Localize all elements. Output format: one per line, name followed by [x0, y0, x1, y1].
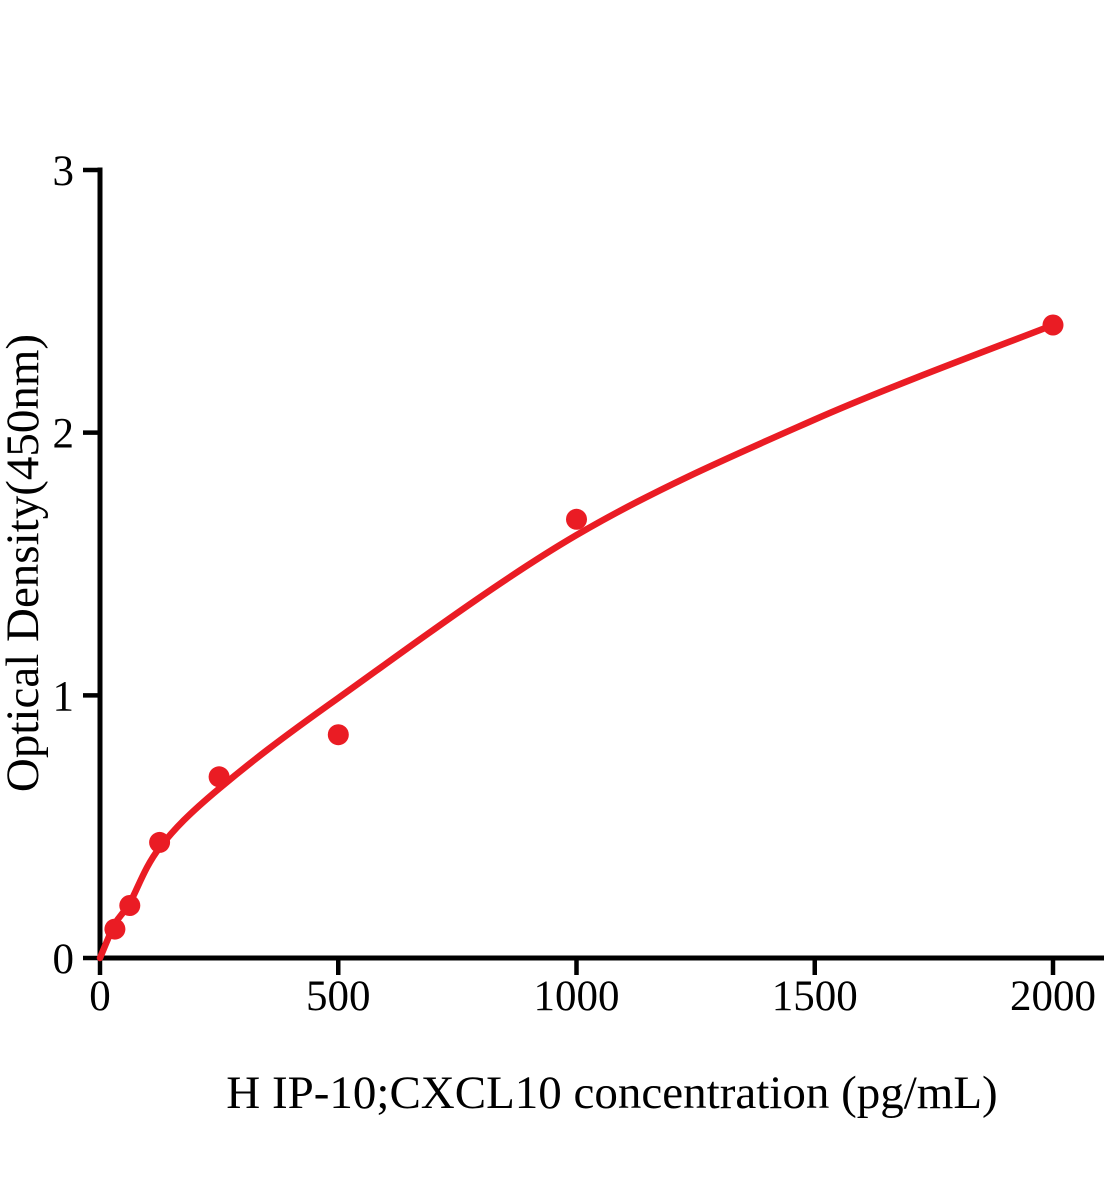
x-tick-label: 500 [306, 973, 371, 1020]
data-points-group [104, 314, 1064, 940]
x-axis-ticks: 0 500 1000 1500 2000 [89, 958, 1096, 1020]
data-point [119, 895, 141, 916]
y-tick-label: 2 [53, 411, 75, 458]
data-point [327, 724, 349, 746]
x-axis-title: H IP-10;CXCL10 concentration (pg/mL) [226, 1067, 997, 1119]
x-tick-label: 0 [89, 973, 111, 1020]
y-tick-label: 3 [53, 148, 75, 195]
data-point [104, 918, 126, 940]
x-tick-label: 1500 [772, 973, 858, 1020]
fit-curve-group [96, 321, 1057, 962]
y-tick-label: 0 [53, 936, 75, 983]
y-tick-label: 1 [53, 673, 75, 720]
data-point [149, 831, 171, 853]
data-point [566, 508, 587, 530]
fit-curve [96, 321, 1057, 962]
x-tick-label: 2000 [1010, 973, 1096, 1020]
y-axis-title: Optical Density(450nm) [0, 334, 49, 792]
data-point [208, 766, 230, 788]
y-axis-ticks: 0 1 2 3 [53, 148, 100, 983]
x-tick-label: 1000 [534, 973, 620, 1020]
data-point [1042, 314, 1064, 336]
